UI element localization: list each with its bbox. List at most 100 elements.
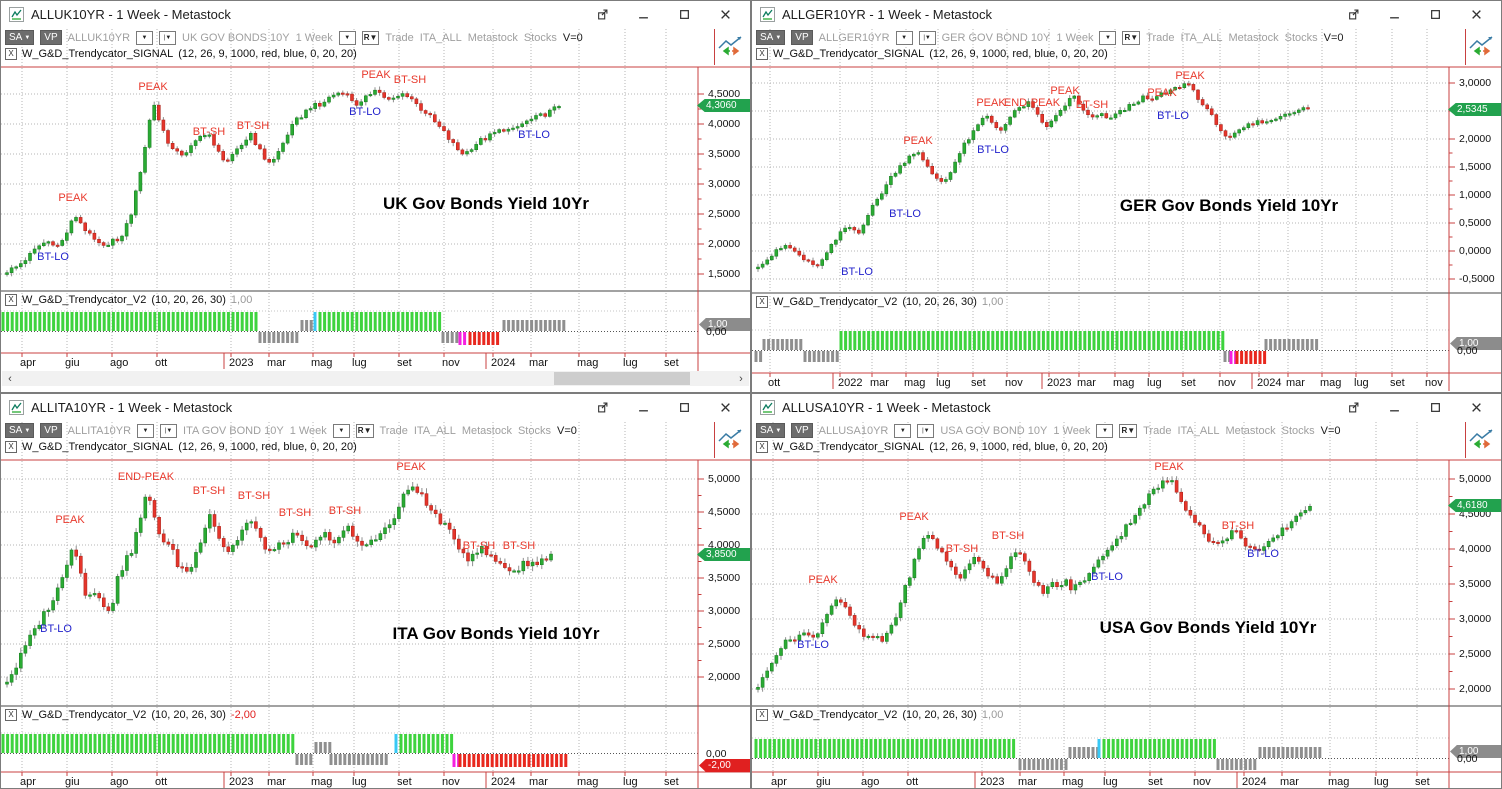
v2-close-checkbox[interactable]: X <box>756 296 768 308</box>
popout-button[interactable] <box>1336 4 1370 24</box>
signal-annotation: BT-SH <box>945 543 979 555</box>
date-tick-label: 2024 <box>491 776 516 788</box>
v2-close-checkbox[interactable]: X <box>5 709 17 721</box>
signal-annotation: BT-SH <box>192 126 226 138</box>
vp-button[interactable]: VP <box>40 30 62 45</box>
popout-button[interactable] <box>585 4 619 24</box>
trend-arrows-icon[interactable] <box>717 428 745 450</box>
window-usa: ALLUSA10YR - 1 Week - Metastock SA ▼ VP A… <box>751 393 1502 789</box>
security-name: USA GOV BOND 10Y <box>940 424 1048 437</box>
maximize-button[interactable] <box>1418 397 1452 417</box>
menu-metastock[interactable]: Metastock <box>467 31 518 44</box>
signal-params: (12, 26, 9, 1000, red, blue, 0, 20, 20) <box>178 441 357 453</box>
r-dropdown[interactable]: R ▼ <box>361 30 380 45</box>
signal-close-checkbox[interactable]: X <box>756 441 768 453</box>
menu-ita-all[interactable]: ITA_ALL <box>1180 31 1223 44</box>
signal-annotation: END-PEAK <box>1003 97 1061 109</box>
signal-annotation: PEAK <box>1154 461 1184 473</box>
minimize-button[interactable] <box>1377 4 1411 24</box>
symbol-dropdown[interactable]: ▼ <box>136 30 154 45</box>
v2-close-checkbox[interactable]: X <box>756 709 768 721</box>
symbol-dropdown[interactable]: ▼ <box>894 423 912 438</box>
security-name: ITA GOV BOND 10Y <box>183 424 284 437</box>
interval-dropdown[interactable]: |▼ <box>917 423 935 438</box>
interval-dropdown[interactable]: |▼ <box>160 423 178 438</box>
trend-arrows[interactable] <box>1468 428 1496 455</box>
date-tick-label: set <box>1181 377 1196 389</box>
timeframe-dropdown[interactable]: ▼ <box>332 423 350 438</box>
trend-arrows[interactable] <box>1468 35 1496 62</box>
menu-ita-all[interactable]: ITA_ALL <box>419 31 462 44</box>
interval-dropdown[interactable]: |▼ <box>159 30 177 45</box>
close-button[interactable] <box>1459 397 1493 417</box>
r-dropdown[interactable]: R ▼ <box>1119 423 1138 438</box>
menu-stocks[interactable]: Stocks <box>523 31 557 44</box>
close-button[interactable] <box>708 4 742 24</box>
menu-stocks[interactable]: Stocks <box>1281 424 1315 437</box>
date-tick-label: mag <box>311 357 333 369</box>
menu-trade[interactable]: Trade <box>1146 31 1175 44</box>
interval-dropdown[interactable]: |▼ <box>918 30 936 45</box>
price-tick-label: 1,5000 <box>708 268 741 280</box>
close-button[interactable] <box>1459 4 1493 24</box>
symbol-dropdown[interactable]: ▼ <box>137 423 155 438</box>
trend-arrows[interactable] <box>717 428 745 455</box>
v2-name: W_G&D_Trendycator_V2 <box>22 709 147 721</box>
symbol-label: ALLITA10YR <box>67 424 132 437</box>
menu-stocks[interactable]: Stocks <box>517 424 551 437</box>
r-dropdown[interactable]: R ▼ <box>1122 30 1141 45</box>
horizontal-scrollbar[interactable]: ‹ › <box>2 371 749 386</box>
vp-button[interactable]: VP <box>791 30 813 45</box>
chart-canvas <box>1 422 750 788</box>
timeframe-dropdown[interactable]: ▼ <box>1096 423 1114 438</box>
popout-button[interactable] <box>1336 397 1370 417</box>
vp-button[interactable]: VP <box>40 423 62 438</box>
scroll-left-icon[interactable]: ‹ <box>8 372 12 385</box>
vp-button[interactable]: VP <box>791 423 813 438</box>
close-button[interactable] <box>708 397 742 417</box>
menu-metastock[interactable]: Metastock <box>1228 31 1279 44</box>
scroll-right-icon[interactable]: › <box>739 372 743 385</box>
trend-arrows-icon[interactable] <box>717 35 745 57</box>
menu-ita-all[interactable]: ITA_ALL <box>1177 424 1220 437</box>
menu-trade[interactable]: Trade <box>1143 424 1172 437</box>
v2-value: -2,00 <box>230 709 256 721</box>
menu-trade[interactable]: Trade <box>385 31 414 44</box>
menu-stocks[interactable]: Stocks <box>1284 31 1318 44</box>
symbol-label: ALLUK10YR <box>67 31 131 44</box>
sa-button[interactable]: SA ▼ <box>5 423 35 438</box>
trend-arrows[interactable] <box>717 35 745 62</box>
signal-close-checkbox[interactable]: X <box>5 441 17 453</box>
signal-annotation: PEAK <box>903 135 933 147</box>
r-dropdown[interactable]: R ▼ <box>355 423 374 438</box>
symbol-dropdown[interactable]: ▼ <box>895 30 913 45</box>
menu-metastock[interactable]: Metastock <box>1225 424 1276 437</box>
maximize-button[interactable] <box>667 4 701 24</box>
minimize-button[interactable] <box>626 4 660 24</box>
timeframe-dropdown[interactable]: ▼ <box>338 30 356 45</box>
price-tick-label: 1,5000 <box>1459 161 1492 173</box>
indicator-value-badge: 1,00 <box>1450 337 1501 350</box>
maximize-button[interactable] <box>667 397 701 417</box>
timeframe-dropdown[interactable]: ▼ <box>1099 30 1117 45</box>
minimize-button[interactable] <box>1377 397 1411 417</box>
maximize-button[interactable] <box>1418 4 1452 24</box>
signal-close-checkbox[interactable]: X <box>5 48 17 60</box>
signal-annotation: PEAK <box>976 97 1006 109</box>
trend-arrows-icon[interactable] <box>1468 428 1496 450</box>
signal-annotation: BT-LO <box>518 129 550 141</box>
scrollbar-track[interactable] <box>18 371 733 386</box>
trend-arrows-icon[interactable] <box>1468 35 1496 57</box>
menu-ita-all[interactable]: ITA_ALL <box>413 424 456 437</box>
minimize-button[interactable] <box>626 397 660 417</box>
v2-close-checkbox[interactable]: X <box>5 294 17 306</box>
signal-indicator-row: X W_G&D_Trendycator_SIGNAL (12, 26, 9, 1… <box>5 48 357 60</box>
menu-trade[interactable]: Trade <box>379 424 408 437</box>
popout-button[interactable] <box>585 397 619 417</box>
sa-button[interactable]: SA ▼ <box>756 423 786 438</box>
menu-metastock[interactable]: Metastock <box>461 424 512 437</box>
sa-button[interactable]: SA ▼ <box>5 30 35 45</box>
sa-button[interactable]: SA ▼ <box>756 30 786 45</box>
signal-close-checkbox[interactable]: X <box>756 48 768 60</box>
scrollbar-thumb[interactable] <box>554 372 691 385</box>
